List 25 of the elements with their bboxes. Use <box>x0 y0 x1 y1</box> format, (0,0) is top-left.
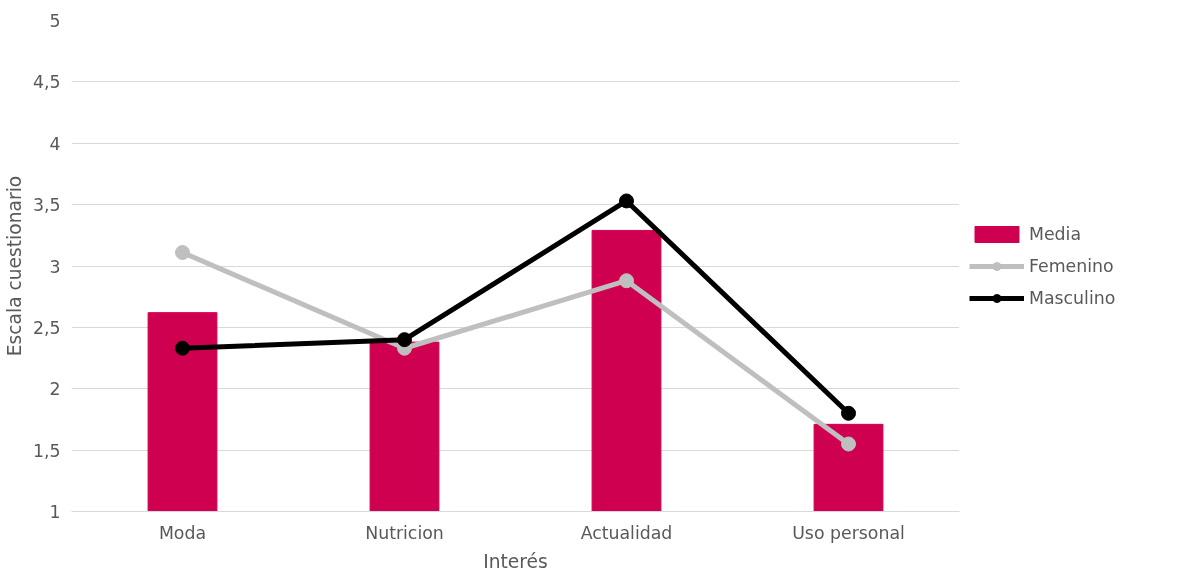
point <box>619 273 634 289</box>
legend-label: Media <box>1029 223 1082 244</box>
y-tick-label: 2 <box>49 379 61 400</box>
y-tick-label: 4 <box>49 133 61 154</box>
x-tick-label: Uso personal <box>792 522 905 543</box>
y-tick-label: 3,5 <box>32 195 61 216</box>
point <box>175 340 190 356</box>
point <box>619 193 634 209</box>
point <box>841 405 856 421</box>
legend-label: Femenino <box>1029 255 1114 276</box>
y-tick-label: 1 <box>49 502 61 522</box>
legend-label: Masculino <box>1029 287 1116 308</box>
x-tick-label: Moda <box>158 522 207 543</box>
y-tick-label: 5 <box>49 11 61 31</box>
x-tick-label: Actualidad <box>580 522 673 543</box>
y-tick-label: 2,5 <box>32 317 61 338</box>
point <box>175 245 190 260</box>
x-tick-label: Nutricion <box>365 522 444 543</box>
x-axis-title: Interés <box>483 550 548 572</box>
point <box>841 436 856 452</box>
y-tick-label: 4,5 <box>32 72 61 93</box>
y-tick-label: 3 <box>49 256 61 277</box>
y-axis-title: Escala cuestionario <box>3 175 25 357</box>
y-tick-label: 1,5 <box>32 440 61 461</box>
point <box>397 332 412 348</box>
